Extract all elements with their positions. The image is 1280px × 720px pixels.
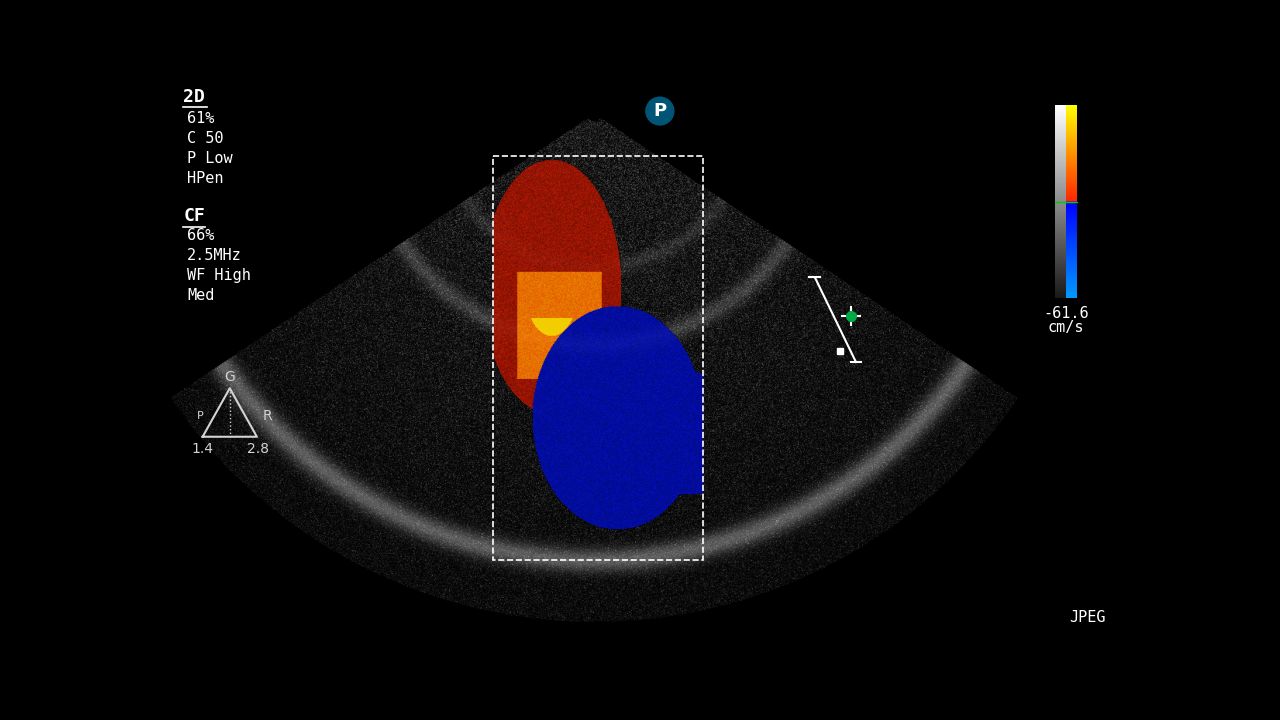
Text: -61.6: -61.6	[1043, 306, 1089, 321]
Text: 66%: 66%	[187, 228, 215, 243]
Text: cm/s: cm/s	[1048, 320, 1084, 335]
Text: HPen: HPen	[187, 171, 224, 186]
Text: C 50: C 50	[187, 131, 224, 146]
Text: P: P	[197, 411, 204, 421]
Text: 2.8: 2.8	[247, 442, 269, 456]
Text: R: R	[262, 409, 271, 423]
Text: 61%: 61%	[187, 112, 215, 126]
Circle shape	[646, 97, 673, 125]
Text: P: P	[653, 102, 667, 120]
Text: 1.4: 1.4	[192, 442, 214, 456]
Text: WF High: WF High	[187, 269, 251, 284]
Text: 2D: 2D	[183, 88, 205, 106]
Text: 2.5MHz: 2.5MHz	[187, 248, 242, 264]
Text: P Low: P Low	[187, 151, 233, 166]
Text: JPEG: JPEG	[1069, 611, 1106, 626]
Text: G: G	[224, 371, 236, 384]
Text: Med: Med	[187, 289, 215, 303]
Bar	[493, 156, 703, 560]
Text: CF: CF	[183, 207, 205, 225]
